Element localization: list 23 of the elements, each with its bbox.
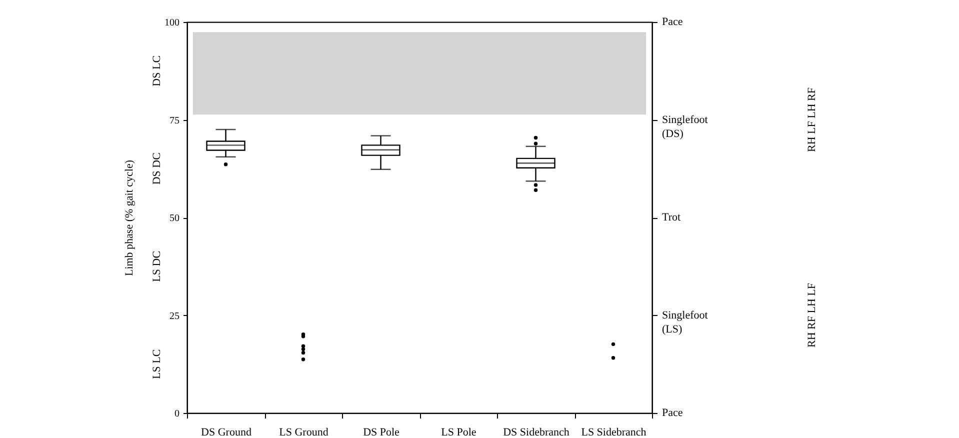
x-tick-label: LS Ground	[279, 426, 329, 438]
y-tick-label: 75	[170, 115, 180, 126]
text: Pace	[662, 16, 683, 28]
x-tick-label: DS Pole	[363, 426, 400, 438]
text: RH LF LH RF	[806, 88, 818, 152]
x-tick-label: DS Sidebranch	[503, 426, 570, 438]
text: LS LC	[151, 349, 163, 379]
x-tick-label: DS Ground	[201, 426, 252, 438]
x-tick-label: LS Sidebranch	[581, 426, 647, 438]
y-axis-title: Limb phase (% gait cycle)	[124, 160, 136, 276]
y-tick-label: 100	[164, 18, 180, 28]
text: DS LC	[151, 55, 163, 86]
text: Pace	[662, 407, 683, 419]
text: Singlefoot (DS)	[662, 114, 708, 140]
text: LS DC	[151, 250, 163, 282]
y-tick-label: 0	[174, 408, 180, 420]
text: Singlefoot (LS)	[662, 309, 708, 336]
text: Trot	[662, 212, 681, 224]
y-tick-label: 25	[170, 310, 180, 322]
text: RH RF LH LF	[806, 283, 818, 348]
x-tick-label: LS Pole	[441, 426, 476, 438]
text: DS DC	[151, 152, 163, 185]
y-tick-label: 50	[170, 213, 180, 224]
